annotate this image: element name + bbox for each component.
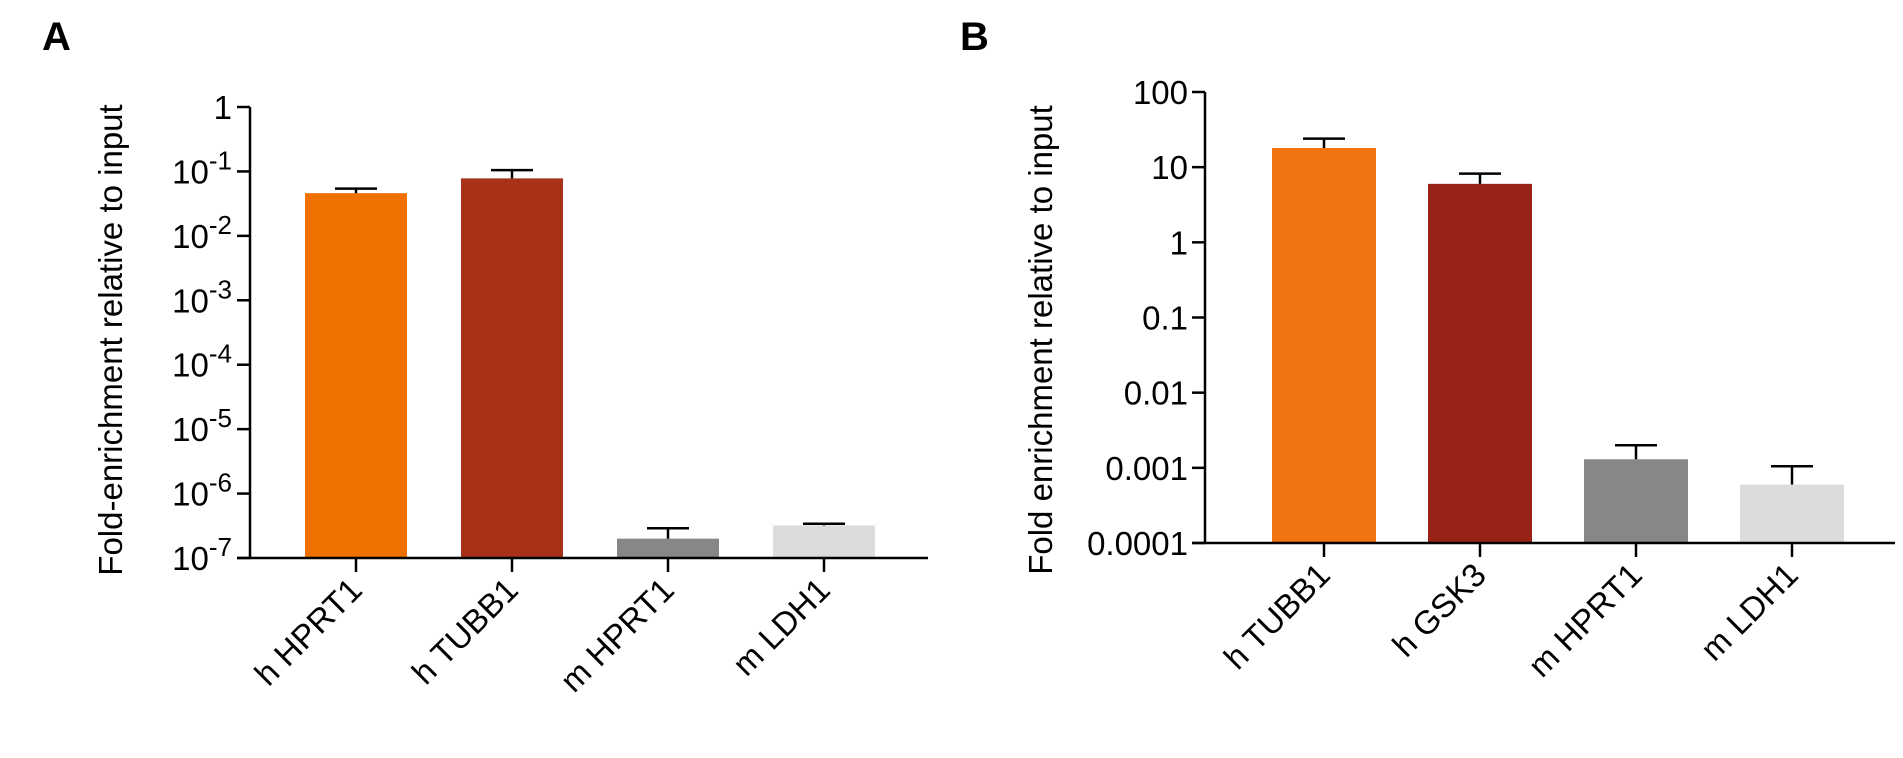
panel-a-category-label: m LDH1 bbox=[725, 571, 837, 683]
panel-a-y-tick-label-base: 10 bbox=[172, 347, 209, 384]
panel-b-category-label: h TUBB1 bbox=[1217, 556, 1337, 676]
panel-a-y-tick-label-exponent: -2 bbox=[209, 210, 232, 240]
panel-a-bar bbox=[305, 193, 407, 558]
panel-a-y-tick-label-exponent: -4 bbox=[209, 339, 232, 369]
panel-b-y-tick-label-base: 0.01 bbox=[1124, 375, 1188, 412]
panel-a-category-label: m HPRT1 bbox=[553, 571, 681, 699]
panel-b-bars bbox=[1272, 147, 1844, 544]
panel-a-bar bbox=[617, 538, 719, 558]
panel-b-y-tick-label: 100 bbox=[1133, 74, 1188, 111]
panel-a-bar bbox=[461, 178, 563, 558]
panel-b-bar bbox=[1584, 459, 1688, 543]
panel-a-category-label: h HPRT1 bbox=[247, 571, 369, 693]
panel-a-y-tick-label-exponent: -7 bbox=[209, 532, 232, 562]
panel-b-y-tick-label-base: 10 bbox=[1151, 149, 1188, 186]
panel-b-y-tick-label: 0.001 bbox=[1105, 450, 1188, 487]
panel-a-axes bbox=[237, 107, 928, 572]
panel-b-category-label: h GSK3 bbox=[1385, 556, 1493, 664]
panel-b-letter: B bbox=[960, 15, 989, 59]
panel-b: B Fold enrichment relative to input 1001… bbox=[960, 15, 1895, 684]
panel-a-y-tick-label-exponent: -1 bbox=[209, 145, 232, 175]
panel-a-y-tick-label: 10-7 bbox=[172, 532, 232, 577]
panel-a-y-tick-label-base: 10 bbox=[172, 153, 209, 190]
panel-a: A Fold-enrichment relative to input 110-… bbox=[42, 15, 928, 699]
panel-b-y-tick-label-base: 0.1 bbox=[1142, 300, 1188, 337]
panel-b-y-tick-label: 0.01 bbox=[1124, 375, 1188, 412]
panel-a-y-tick-label: 10-4 bbox=[172, 339, 232, 384]
panel-a-y-tick-label: 10-6 bbox=[172, 468, 232, 513]
panel-b-y-tick-label: 0.1 bbox=[1142, 300, 1188, 337]
panel-a-bar bbox=[773, 525, 875, 558]
panel-b-y-tick-label-base: 100 bbox=[1133, 74, 1188, 111]
panel-b-y-tick-label-base: 1 bbox=[1170, 224, 1188, 261]
panel-b-bar bbox=[1740, 484, 1844, 543]
panel-b-axes bbox=[1192, 92, 1895, 557]
panel-b-y-tick-label: 0.0001 bbox=[1087, 525, 1188, 562]
panel-b-y-tick-label: 10 bbox=[1151, 149, 1188, 186]
panel-a-y-ticks: 110-110-210-310-410-510-610-7 bbox=[172, 89, 250, 577]
panel-a-error-bar bbox=[647, 526, 689, 539]
panel-b-error-bar bbox=[1615, 443, 1657, 460]
panel-a-y-tick-label-exponent: -5 bbox=[209, 403, 232, 433]
panel-a-y-tick-label-base: 10 bbox=[172, 411, 209, 448]
panel-b-y-tick-label: 1 bbox=[1170, 224, 1188, 261]
panel-a-y-axis-label: Fold-enrichment relative to input bbox=[92, 104, 129, 575]
panel-a-y-tick-label-base: 10 bbox=[172, 282, 209, 319]
panel-b-y-tick-label-base: 0.001 bbox=[1105, 450, 1188, 487]
panel-b-category-label: m LDH1 bbox=[1693, 556, 1805, 668]
panel-a-y-tick-label: 10-3 bbox=[172, 274, 232, 319]
panel-b-error-bar bbox=[1771, 464, 1813, 485]
panel-a-error-bar bbox=[491, 168, 533, 179]
panel-a-y-tick-label-base: 10 bbox=[172, 540, 209, 577]
panel-a-letter: A bbox=[42, 15, 71, 59]
panel-a-y-tick-label-base: 10 bbox=[172, 476, 209, 513]
panel-b-category-label: m HPRT1 bbox=[1521, 556, 1649, 684]
panel-a-error-bar bbox=[803, 522, 845, 526]
panel-a-y-tick-label: 10-1 bbox=[172, 145, 232, 190]
panel-a-y-tick-label: 10-5 bbox=[172, 403, 232, 448]
panel-a-y-tick-label-base: 1 bbox=[214, 89, 232, 126]
panel-a-error-bars bbox=[335, 168, 845, 539]
panel-b-bar bbox=[1428, 183, 1532, 544]
panel-a-y-tick-label-exponent: -3 bbox=[209, 274, 232, 304]
panel-b-y-ticks: 100 10 1 0.1 0.01 0.001 0.0001 bbox=[1087, 74, 1205, 562]
panel-b-y-tick-label-base: 0.0001 bbox=[1087, 525, 1188, 562]
panel-a-y-tick-label-base: 10 bbox=[172, 218, 209, 255]
panel-a-y-tick-label: 1 bbox=[214, 89, 232, 126]
panel-a-bars bbox=[305, 178, 875, 558]
panel-a-category-label: h TUBB1 bbox=[405, 571, 525, 691]
panel-a-category-labels: h HPRT1 h TUBB1 m HPRT1 m LDH1 bbox=[247, 571, 837, 699]
panel-a-y-tick-label-exponent: -6 bbox=[209, 468, 232, 498]
panel-b-error-bars bbox=[1303, 137, 1813, 485]
panel-a-y-tick-label: 10-2 bbox=[172, 210, 232, 255]
panel-b-bar bbox=[1272, 147, 1376, 543]
panel-b-error-bar bbox=[1303, 137, 1345, 148]
panel-b-category-labels: h TUBB1 h GSK3 m HPRT1 m LDH1 bbox=[1217, 556, 1805, 684]
panel-b-error-bar bbox=[1459, 172, 1501, 184]
panel-b-y-axis-label: Fold enrichment relative to input bbox=[1022, 105, 1059, 575]
panel-a-error-bar bbox=[335, 187, 377, 194]
